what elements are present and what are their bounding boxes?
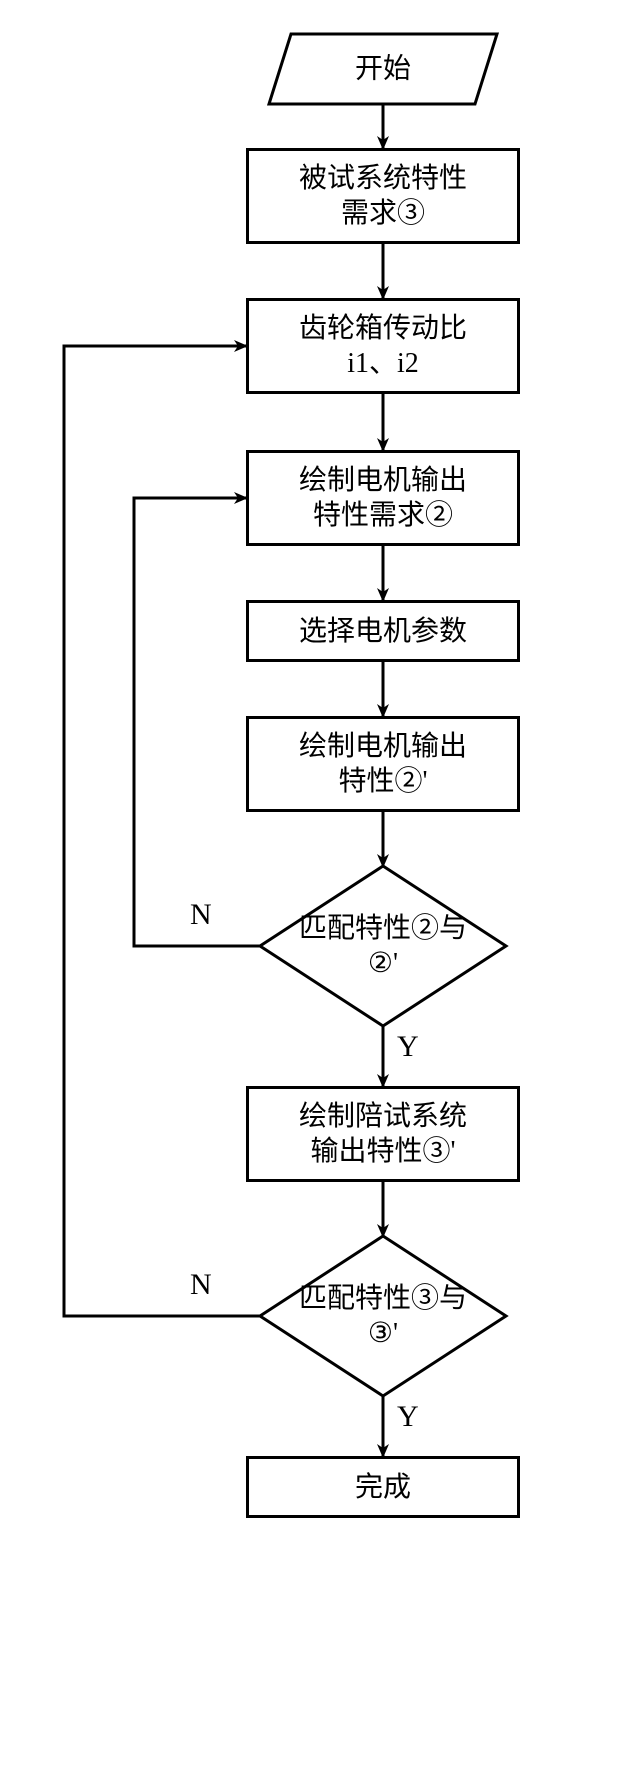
dec2-no-label: N	[190, 1270, 212, 1300]
node-req-label: 被试系统特性需求③	[249, 161, 517, 231]
decision-1-label: 匹配特性②与②'	[299, 913, 467, 979]
dec2-yes-label: Y	[397, 1402, 419, 1432]
node-done-label: 完成	[249, 1470, 517, 1505]
decision-2: 匹配特性③与③'	[260, 1236, 506, 1396]
decision-2-label: 匹配特性③与③'	[299, 1283, 467, 1349]
node-drawreq-label: 绘制电机输出特性需求②	[249, 463, 517, 533]
node-done: 完成	[246, 1456, 520, 1518]
node-req: 被试系统特性需求③	[246, 148, 520, 244]
node-drawsys: 绘制陪试系统输出特性③'	[246, 1086, 520, 1182]
node-drawreq: 绘制电机输出特性需求②	[246, 450, 520, 546]
start-node: 开始	[269, 34, 497, 104]
node-drawout: 绘制电机输出特性②'	[246, 716, 520, 812]
start-label: 开始	[355, 54, 411, 85]
node-drawout-label: 绘制电机输出特性②'	[249, 729, 517, 799]
dec1-no-label: N	[190, 900, 212, 930]
decision-1: 匹配特性②与②'	[260, 866, 506, 1026]
node-select-label: 选择电机参数	[249, 614, 517, 649]
node-ratio-label: 齿轮箱传动比i1、i2	[249, 311, 517, 381]
node-drawsys-label: 绘制陪试系统输出特性③'	[249, 1099, 517, 1169]
node-ratio: 齿轮箱传动比i1、i2	[246, 298, 520, 394]
node-select: 选择电机参数	[246, 600, 520, 662]
dec1-yes-label: Y	[397, 1032, 419, 1062]
